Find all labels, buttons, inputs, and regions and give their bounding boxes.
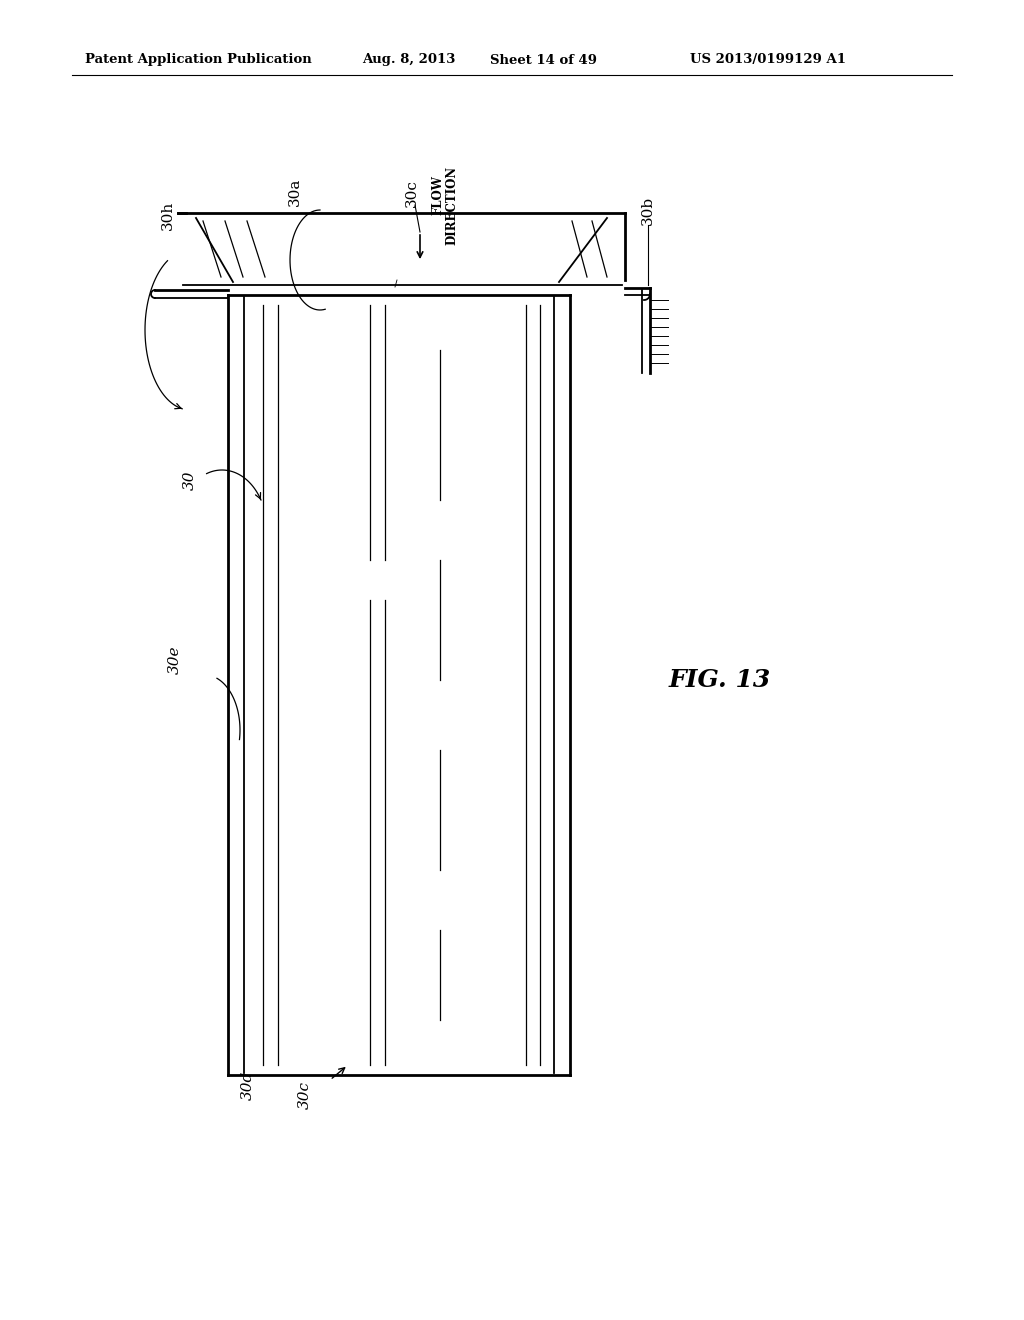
Text: 30c: 30c [298, 1081, 312, 1109]
Text: FLOW: FLOW [431, 176, 444, 215]
Text: Aug. 8, 2013: Aug. 8, 2013 [362, 54, 456, 66]
Text: DIRECTION: DIRECTION [445, 165, 459, 244]
Text: 30: 30 [183, 470, 197, 490]
Text: Sheet 14 of 49: Sheet 14 of 49 [490, 54, 597, 66]
Text: FIG. 13: FIG. 13 [669, 668, 771, 692]
Text: 30b: 30b [641, 195, 655, 224]
Text: US 2013/0199129 A1: US 2013/0199129 A1 [690, 54, 846, 66]
Text: 30d: 30d [241, 1071, 255, 1100]
Text: Patent Application Publication: Patent Application Publication [85, 54, 311, 66]
Text: 30a: 30a [288, 178, 302, 206]
Text: 30h: 30h [161, 201, 175, 230]
Text: 30e: 30e [168, 645, 182, 675]
Text: 30c: 30c [406, 180, 419, 207]
